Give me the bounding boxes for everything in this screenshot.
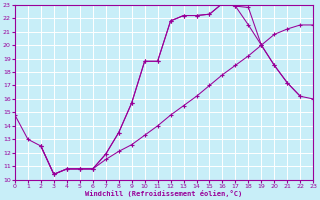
X-axis label: Windchill (Refroidissement éolien,°C): Windchill (Refroidissement éolien,°C) — [85, 190, 243, 197]
